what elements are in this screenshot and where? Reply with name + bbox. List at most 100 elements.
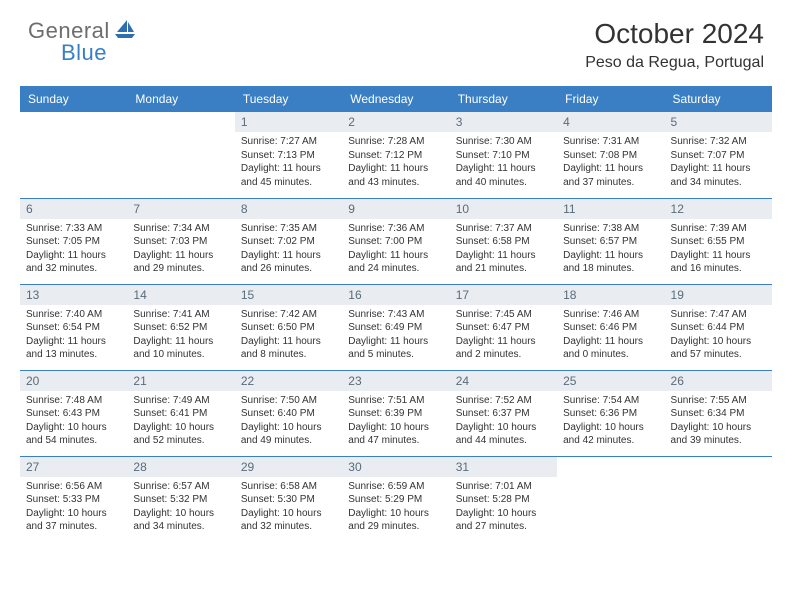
day-number: 26: [665, 371, 772, 391]
sunset-text: Sunset: 5:29 PM: [348, 493, 443, 507]
calendar-cell: 27Sunrise: 6:56 AMSunset: 5:33 PMDayligh…: [20, 456, 127, 542]
daylight-text: Daylight: 11 hours and 10 minutes.: [133, 335, 228, 362]
sunrise-text: Sunrise: 7:33 AM: [26, 222, 121, 236]
day-detail: Sunrise: 7:32 AMSunset: 7:07 PMDaylight:…: [665, 132, 772, 192]
calendar-cell: 3Sunrise: 7:30 AMSunset: 7:10 PMDaylight…: [450, 112, 557, 198]
calendar-cell: 17Sunrise: 7:45 AMSunset: 6:47 PMDayligh…: [450, 284, 557, 370]
daylight-text: Daylight: 11 hours and 43 minutes.: [348, 162, 443, 189]
day-number: 1: [235, 112, 342, 132]
day-detail: Sunrise: 6:59 AMSunset: 5:29 PMDaylight:…: [342, 477, 449, 537]
calendar-cell: 4Sunrise: 7:31 AMSunset: 7:08 PMDaylight…: [557, 112, 664, 198]
day-detail: Sunrise: 7:49 AMSunset: 6:41 PMDaylight:…: [127, 391, 234, 451]
sunrise-text: Sunrise: 7:46 AM: [563, 308, 658, 322]
calendar-cell: 8Sunrise: 7:35 AMSunset: 7:02 PMDaylight…: [235, 198, 342, 284]
day-header: Thursday: [450, 86, 557, 112]
day-detail: Sunrise: 6:58 AMSunset: 5:30 PMDaylight:…: [235, 477, 342, 537]
day-detail: Sunrise: 7:55 AMSunset: 6:34 PMDaylight:…: [665, 391, 772, 451]
calendar-cell: 5Sunrise: 7:32 AMSunset: 7:07 PMDaylight…: [665, 112, 772, 198]
daylight-text: Daylight: 11 hours and 21 minutes.: [456, 249, 551, 276]
title-block: October 2024 Peso da Regua, Portugal: [585, 18, 764, 72]
sunset-text: Sunset: 7:05 PM: [26, 235, 121, 249]
sunset-text: Sunset: 6:36 PM: [563, 407, 658, 421]
sunset-text: Sunset: 6:41 PM: [133, 407, 228, 421]
calendar-cell: 30Sunrise: 6:59 AMSunset: 5:29 PMDayligh…: [342, 456, 449, 542]
sunset-text: Sunset: 5:30 PM: [241, 493, 336, 507]
calendar-cell: 18Sunrise: 7:46 AMSunset: 6:46 PMDayligh…: [557, 284, 664, 370]
sunset-text: Sunset: 6:57 PM: [563, 235, 658, 249]
day-number: 3: [450, 112, 557, 132]
daylight-text: Daylight: 10 hours and 37 minutes.: [26, 507, 121, 534]
day-detail: Sunrise: 7:31 AMSunset: 7:08 PMDaylight:…: [557, 132, 664, 192]
sunrise-text: Sunrise: 7:34 AM: [133, 222, 228, 236]
sunset-text: Sunset: 6:34 PM: [671, 407, 766, 421]
calendar-cell: 23Sunrise: 7:51 AMSunset: 6:39 PMDayligh…: [342, 370, 449, 456]
sunrise-text: Sunrise: 6:59 AM: [348, 480, 443, 494]
day-detail: Sunrise: 7:28 AMSunset: 7:12 PMDaylight:…: [342, 132, 449, 192]
day-header-row: Sunday Monday Tuesday Wednesday Thursday…: [20, 86, 772, 112]
calendar-cell: 9Sunrise: 7:36 AMSunset: 7:00 PMDaylight…: [342, 198, 449, 284]
calendar-week-row: ..1Sunrise: 7:27 AMSunset: 7:13 PMDaylig…: [20, 112, 772, 198]
daylight-text: Daylight: 10 hours and 29 minutes.: [348, 507, 443, 534]
sunrise-text: Sunrise: 7:39 AM: [671, 222, 766, 236]
daylight-text: Daylight: 11 hours and 26 minutes.: [241, 249, 336, 276]
calendar-week-row: 13Sunrise: 7:40 AMSunset: 6:54 PMDayligh…: [20, 284, 772, 370]
calendar-cell: 12Sunrise: 7:39 AMSunset: 6:55 PMDayligh…: [665, 198, 772, 284]
daylight-text: Daylight: 11 hours and 32 minutes.: [26, 249, 121, 276]
daylight-text: Daylight: 11 hours and 37 minutes.: [563, 162, 658, 189]
day-header: Friday: [557, 86, 664, 112]
sunset-text: Sunset: 5:32 PM: [133, 493, 228, 507]
sunrise-text: Sunrise: 7:36 AM: [348, 222, 443, 236]
day-number: 12: [665, 199, 772, 219]
day-number: 15: [235, 285, 342, 305]
calendar-cell: 7Sunrise: 7:34 AMSunset: 7:03 PMDaylight…: [127, 198, 234, 284]
day-detail: Sunrise: 7:41 AMSunset: 6:52 PMDaylight:…: [127, 305, 234, 365]
sunrise-text: Sunrise: 6:56 AM: [26, 480, 121, 494]
calendar-week-row: 20Sunrise: 7:48 AMSunset: 6:43 PMDayligh…: [20, 370, 772, 456]
day-header: Monday: [127, 86, 234, 112]
sunrise-text: Sunrise: 6:58 AM: [241, 480, 336, 494]
day-detail: Sunrise: 7:43 AMSunset: 6:49 PMDaylight:…: [342, 305, 449, 365]
calendar-cell: 6Sunrise: 7:33 AMSunset: 7:05 PMDaylight…: [20, 198, 127, 284]
day-header: Saturday: [665, 86, 772, 112]
calendar-body: ..1Sunrise: 7:27 AMSunset: 7:13 PMDaylig…: [20, 112, 772, 542]
day-detail: Sunrise: 7:39 AMSunset: 6:55 PMDaylight:…: [665, 219, 772, 279]
sunset-text: Sunset: 5:33 PM: [26, 493, 121, 507]
sunset-text: Sunset: 6:50 PM: [241, 321, 336, 335]
calendar-cell: 16Sunrise: 7:43 AMSunset: 6:49 PMDayligh…: [342, 284, 449, 370]
sunset-text: Sunset: 7:00 PM: [348, 235, 443, 249]
calendar-cell: .: [20, 112, 127, 198]
day-number: 24: [450, 371, 557, 391]
sunrise-text: Sunrise: 7:32 AM: [671, 135, 766, 149]
calendar-cell: 15Sunrise: 7:42 AMSunset: 6:50 PMDayligh…: [235, 284, 342, 370]
sunset-text: Sunset: 6:52 PM: [133, 321, 228, 335]
sunset-text: Sunset: 5:28 PM: [456, 493, 551, 507]
page-header: General October 2024 Peso da Regua, Port…: [0, 0, 792, 80]
day-number: 16: [342, 285, 449, 305]
calendar-cell: 21Sunrise: 7:49 AMSunset: 6:41 PMDayligh…: [127, 370, 234, 456]
daylight-text: Daylight: 10 hours and 42 minutes.: [563, 421, 658, 448]
calendar-table: Sunday Monday Tuesday Wednesday Thursday…: [20, 86, 772, 542]
calendar-cell: 24Sunrise: 7:52 AMSunset: 6:37 PMDayligh…: [450, 370, 557, 456]
daylight-text: Daylight: 11 hours and 29 minutes.: [133, 249, 228, 276]
daylight-text: Daylight: 10 hours and 54 minutes.: [26, 421, 121, 448]
sunrise-text: Sunrise: 7:35 AM: [241, 222, 336, 236]
sunset-text: Sunset: 6:37 PM: [456, 407, 551, 421]
daylight-text: Daylight: 10 hours and 57 minutes.: [671, 335, 766, 362]
day-detail: Sunrise: 7:35 AMSunset: 7:02 PMDaylight:…: [235, 219, 342, 279]
day-detail: Sunrise: 7:50 AMSunset: 6:40 PMDaylight:…: [235, 391, 342, 451]
sunset-text: Sunset: 7:12 PM: [348, 149, 443, 163]
sunrise-text: Sunrise: 7:40 AM: [26, 308, 121, 322]
sunset-text: Sunset: 6:39 PM: [348, 407, 443, 421]
day-detail: Sunrise: 7:54 AMSunset: 6:36 PMDaylight:…: [557, 391, 664, 451]
sunrise-text: Sunrise: 7:49 AM: [133, 394, 228, 408]
day-number: 18: [557, 285, 664, 305]
sunrise-text: Sunrise: 7:55 AM: [671, 394, 766, 408]
daylight-text: Daylight: 11 hours and 16 minutes.: [671, 249, 766, 276]
sunset-text: Sunset: 7:07 PM: [671, 149, 766, 163]
day-header: Tuesday: [235, 86, 342, 112]
day-detail: Sunrise: 6:57 AMSunset: 5:32 PMDaylight:…: [127, 477, 234, 537]
day-number: 13: [20, 285, 127, 305]
sunset-text: Sunset: 7:08 PM: [563, 149, 658, 163]
sunset-text: Sunset: 6:58 PM: [456, 235, 551, 249]
day-header: Wednesday: [342, 86, 449, 112]
